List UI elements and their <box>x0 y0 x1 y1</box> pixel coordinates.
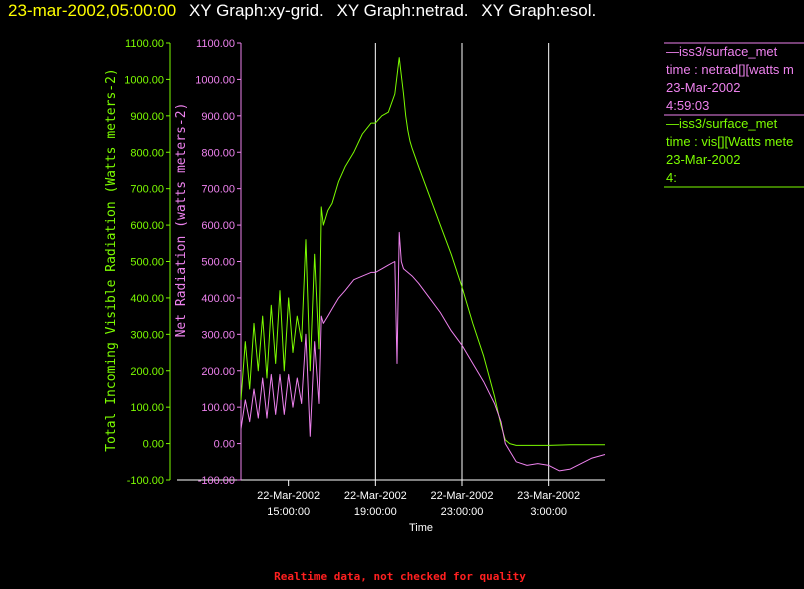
x-tick-date-1: 22-Mar-2002 <box>344 490 407 502</box>
legend-net-variable: time : netrad[][watts m <box>666 62 794 77</box>
footer-quality-note: Realtime data, not checked for quality <box>274 570 526 583</box>
header-time-label: 23-mar-2002,05:00:00 <box>8 1 176 20</box>
y-tick-label-vis-1: 1000.00 <box>124 74 164 86</box>
x-tick-time-1: 19:00:00 <box>354 506 397 518</box>
series-line-vis <box>240 57 605 446</box>
x-tick-date-0: 22-Mar-2002 <box>257 490 320 502</box>
y-tick-label-net-12: -100.00 <box>198 475 235 487</box>
y-tick-label-net-4: 700.00 <box>201 184 235 196</box>
y-tick-label-net-10: 100.00 <box>201 402 235 414</box>
y-tick-label-vis-10: 100.00 <box>130 402 164 414</box>
y-tick-label-net-11: 0.00 <box>214 439 235 451</box>
y-tick-label-net-2: 900.00 <box>201 111 235 123</box>
y-tick-label-vis-9: 200.00 <box>130 366 164 378</box>
axes: 1100.00 1000.00 900.00 800.00 700.00 600.00 50… <box>124 38 605 487</box>
y-tick-label-net-3: 800.00 <box>201 147 235 159</box>
header-title-line: 23-mar-2002,05:00:00 XY Graph:xy-grid. X… <box>8 1 596 20</box>
y-tick-label-vis-8: 300.00 <box>130 329 164 341</box>
legend-vis-source: —iss3/surface_met <box>666 116 778 131</box>
x-tick-date-2: 22-Mar-2002 <box>431 490 494 502</box>
y-tick-label-net-6: 500.00 <box>201 257 235 269</box>
y-tick-label-vis-5: 600.00 <box>130 220 164 232</box>
header-graph-esol: XY Graph:esol. <box>481 1 596 20</box>
x-tick-time-2: 23:00:00 <box>441 506 484 518</box>
x-axis-label: Time <box>409 522 433 534</box>
y-axis-label-net: Net Radiation (watts meters-2) <box>174 103 189 338</box>
y-tick-label-net-0: 1100.00 <box>196 38 235 50</box>
y-tick-label-net-1: 1000.00 <box>195 74 235 86</box>
y-tick-label-net-8: 300.00 <box>201 329 235 341</box>
y-axis-label-vis: Total Incoming Visible Radiation (Watts … <box>104 68 119 452</box>
x-tick-time-3: 3:00:00 <box>530 506 567 518</box>
vertical-grid-lines <box>374 43 550 480</box>
y-tick-label-net-5: 600.00 <box>201 220 235 232</box>
y-tick-label-vis-11: 0.00 <box>143 439 164 451</box>
y-tick-label-net-7: 400.00 <box>201 293 235 305</box>
y-tick-label-vis-2: 900.00 <box>130 111 164 123</box>
legend-net-time: 4:59:03 <box>666 98 709 113</box>
y-tick-label-vis-12: -100.00 <box>127 475 164 487</box>
y-tick-label-net-9: 200.00 <box>201 366 235 378</box>
x-tick-date-3: 23-Mar-2002 <box>517 490 580 502</box>
y-tick-label-vis-6: 500.00 <box>130 257 164 269</box>
header-graph-xy-grid: XY Graph:xy-grid. <box>189 1 324 20</box>
legend: —iss3/surface_met time : netrad[][watts … <box>664 42 804 188</box>
legend-vis-variable: time : vis[][Watts mete <box>666 134 793 149</box>
header-graph-netrad: XY Graph:netrad. <box>337 1 469 20</box>
legend-net-source: —iss3/surface_met <box>666 44 778 59</box>
legend-vis-date: 23-Mar-2002 <box>666 152 740 167</box>
x-tick-time-0: 15:00:00 <box>267 506 310 518</box>
series-lines <box>240 57 606 472</box>
y-tick-label-vis-3: 800.00 <box>130 147 164 159</box>
y-tick-label-vis-7: 400.00 <box>130 293 164 305</box>
y-tick-label-vis-0: 1100.00 <box>125 38 164 50</box>
series-line-netrad <box>240 231 606 472</box>
legend-net-date: 23-Mar-2002 <box>666 80 740 95</box>
x-tick-labels: 22-Mar-2002 15:00:00 22-Mar-2002 19:00:00 22… <box>257 480 580 518</box>
y-tick-label-vis-4: 700.00 <box>130 184 164 196</box>
legend-vis-time: 4: <box>666 170 677 185</box>
